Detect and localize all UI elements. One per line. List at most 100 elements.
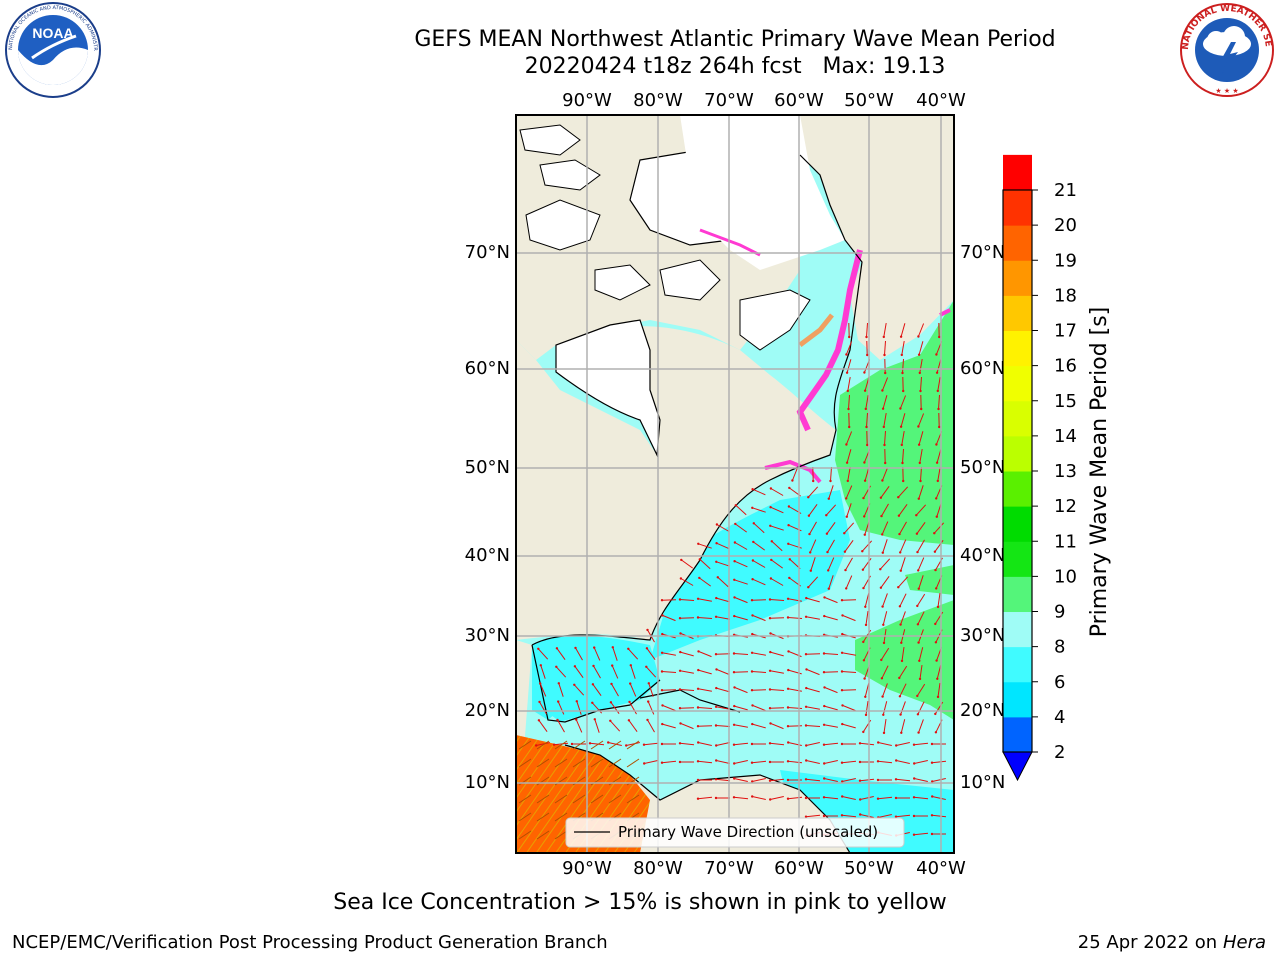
wave-arrow-head-54	[881, 479, 884, 482]
wave-arrow-head-216	[645, 665, 648, 668]
wave-arrow-head-79	[915, 514, 918, 517]
wave-arrow-391	[608, 740, 622, 750]
wave-arrow-head-224	[787, 668, 790, 672]
arctic-island-2	[539, 159, 601, 191]
wave-period-zone-9-10s-north	[835, 300, 954, 545]
wave-arrow-head-113	[770, 558, 773, 562]
wave-arrow-353	[895, 778, 911, 782]
wave-arrow-33	[883, 413, 887, 427]
wave-arrow-90	[881, 521, 889, 535]
wave-arrow-head-156	[696, 616, 700, 619]
wave-arrow-63	[845, 485, 853, 499]
wave-arrow-head-69	[734, 504, 737, 507]
wave-arrow-166	[882, 611, 888, 625]
wave-arrow-head-124	[698, 576, 701, 580]
noaa-logo-text: NOAA	[32, 25, 73, 41]
wave-arrow-head-159	[751, 614, 754, 617]
wave-arrow-head-213	[592, 664, 595, 668]
wave-arrow-head-341	[930, 761, 934, 764]
wave-arrow-head-140	[696, 597, 700, 600]
wave-arrow-151	[899, 593, 907, 607]
wave-arrow-head-3	[882, 335, 885, 339]
wave-arrow-144	[769, 599, 785, 601]
sea-ice-note: Sea Ice Concentration > 15% is shown in …	[333, 890, 947, 915]
wave-arrow-421	[518, 830, 532, 840]
wave-arrow-head-283	[609, 719, 612, 722]
lat-label-right-3: 50°N	[960, 457, 1005, 478]
wave-arrow-head-247	[786, 687, 790, 690]
wave-arrow-head-289	[714, 724, 718, 727]
wave-arrow-head-165	[864, 623, 868, 627]
wave-arrow-head-184	[900, 641, 903, 644]
wave-arrow-head-129	[788, 576, 791, 580]
map-frame	[515, 114, 955, 854]
wave-arrow-366	[877, 796, 893, 800]
wave-arrow-128	[770, 578, 784, 586]
wave-arrow-338	[877, 760, 893, 764]
wave-arrow-head-29	[920, 407, 923, 411]
wave-arrow-204	[842, 652, 856, 656]
wave-arrow-head-61	[807, 496, 810, 499]
wave-arrow-head-363	[822, 796, 826, 799]
arctic-island-1	[525, 199, 601, 251]
wave-arrow-head-361	[786, 797, 790, 800]
wave-arrow-30	[938, 394, 940, 410]
wave-arrow-head-384	[912, 833, 916, 836]
wave-arrow-207	[901, 647, 905, 661]
wave-arrow-head-114	[788, 558, 791, 561]
wave-arrow-head-278	[934, 712, 937, 716]
wave-arrow-head-83	[752, 522, 755, 525]
wave-arrow-head-353	[894, 778, 898, 781]
wave-arrow-131	[828, 575, 834, 589]
legend-label: Primary Wave Direction (unscaled)	[618, 823, 878, 841]
wave-arrow-head-35	[917, 425, 920, 428]
lat-label-right-1: 70°N	[960, 242, 1005, 263]
wave-arrow-390	[590, 740, 604, 750]
wave-arrow-413	[626, 794, 640, 804]
wave-arrow-head-263	[661, 704, 664, 707]
wave-arrow-head-339	[895, 759, 898, 762]
wave-arrow-head-110	[715, 560, 718, 563]
title-line-1: GEFS MEAN Northwest Atlantic Primary Wav…	[414, 27, 1056, 52]
wave-arrow-192	[627, 648, 639, 660]
wave-arrow-head-221	[732, 671, 736, 674]
wave-arrow-head-352	[876, 778, 880, 782]
wave-arrow-head-48	[935, 461, 939, 464]
wave-arrow-328	[697, 760, 713, 764]
wave-arrow-251	[864, 683, 870, 697]
wave-arrow-66	[897, 486, 909, 498]
wave-arrow-head-354	[913, 777, 916, 780]
wave-arrow-275	[882, 701, 888, 715]
title-line-2: 20220424 t18z 264h fcst Max: 19.13	[524, 54, 946, 79]
wave-arrow-302	[536, 742, 550, 746]
wave-arrow-head-316	[787, 741, 790, 744]
wave-arrow-348	[805, 778, 821, 782]
wave-arrow-100	[809, 539, 817, 553]
wave-arrow-351	[859, 778, 875, 782]
wave-arrow-head-256	[538, 700, 541, 704]
wave-arrow-head-152	[916, 604, 919, 608]
greenland-land	[800, 115, 954, 360]
wave-arrow-74	[825, 504, 837, 516]
wave-arrow-343	[715, 778, 731, 782]
wave-arrow-head-230	[898, 676, 901, 680]
wave-arrow-339	[896, 760, 910, 764]
wave-arrow-head-211	[555, 665, 558, 668]
wave-arrow-head-367	[894, 796, 898, 800]
wave-arrow-head-248	[805, 686, 808, 690]
wave-arrow-375	[895, 814, 911, 818]
wave-arrow-head-303	[552, 743, 556, 746]
wave-arrow-395	[554, 758, 568, 768]
wave-arrow-head-288	[696, 725, 700, 728]
lat-label-left-7: 10°N	[465, 772, 510, 793]
wave-arrow-head-308	[642, 743, 646, 746]
wave-arrow-101	[827, 539, 835, 553]
wave-arrow-head-31	[848, 425, 851, 429]
wave-arrow-head-2	[865, 335, 868, 339]
wave-arrow-head-370	[804, 815, 808, 818]
noaa-logo-icon: NOAA NATIONAL OCEANIC AND ATMOSPHERIC AD…	[2, 0, 101, 98]
wave-arrow-111	[734, 560, 748, 568]
wave-arrow-head-245	[750, 689, 754, 692]
wave-arrow-368	[913, 796, 929, 800]
wave-arrow-210	[540, 665, 546, 679]
